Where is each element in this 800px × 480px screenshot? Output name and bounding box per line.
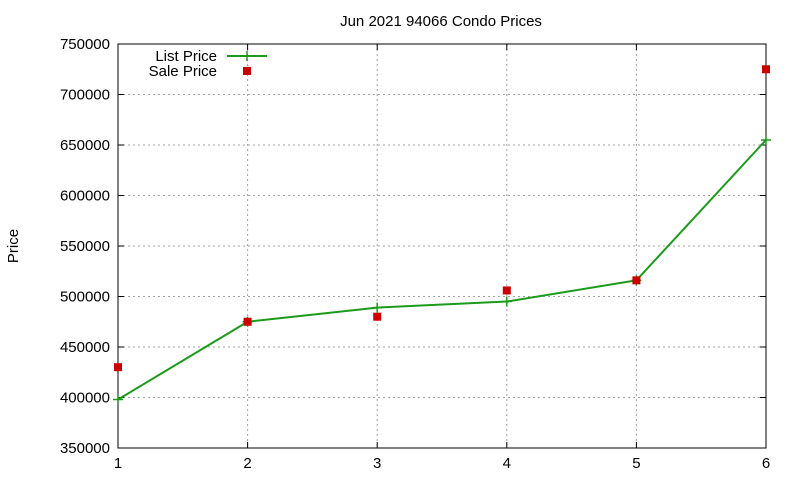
series-list-price bbox=[113, 134, 771, 405]
y-tick-label: 750000 bbox=[60, 36, 110, 53]
y-tick-label: 600000 bbox=[60, 188, 110, 205]
data-point bbox=[113, 394, 123, 405]
series-sale-price bbox=[114, 65, 770, 372]
y-tick-label: 650000 bbox=[60, 137, 110, 154]
data-point bbox=[761, 134, 771, 145]
y-tick-label: 550000 bbox=[60, 238, 110, 255]
data-point bbox=[632, 276, 641, 285]
data-point bbox=[502, 286, 511, 295]
data-point bbox=[243, 317, 252, 326]
grid bbox=[118, 44, 766, 448]
legend-swatch-marker bbox=[242, 51, 252, 61]
y-tick-label: 700000 bbox=[60, 87, 110, 104]
x-tick-label: 2 bbox=[243, 455, 251, 472]
x-tick-label: 1 bbox=[114, 455, 122, 472]
legend-label: Sale Price bbox=[149, 63, 217, 80]
data-point bbox=[501, 296, 512, 307]
x-tick-label: 5 bbox=[632, 455, 640, 472]
data-point bbox=[373, 312, 382, 321]
series-line bbox=[117, 139, 767, 401]
y-tick-label: 400000 bbox=[60, 390, 110, 407]
legend-swatch-marker bbox=[243, 67, 251, 75]
x-tick-label: 6 bbox=[762, 455, 770, 472]
legend-label: List Price bbox=[155, 48, 217, 65]
chart-title: Jun 2021 94066 Condo Prices bbox=[340, 13, 542, 30]
data-point bbox=[762, 65, 770, 74]
y-tick-label: 350000 bbox=[60, 440, 110, 457]
y-axis-label: Price bbox=[5, 229, 22, 263]
data-point bbox=[114, 363, 122, 372]
series-layer bbox=[113, 65, 771, 405]
x-tick-label: 3 bbox=[373, 455, 381, 472]
data-point bbox=[372, 302, 383, 313]
x-tick-label: 4 bbox=[503, 455, 511, 472]
y-tick-label: 450000 bbox=[60, 339, 110, 356]
x-axis: 1 2 3 4 5 6 bbox=[114, 44, 770, 472]
y-axis: 350000 400000 450000 500000 550000 600000 6500… bbox=[60, 36, 766, 457]
y-tick-label: 500000 bbox=[60, 289, 110, 306]
